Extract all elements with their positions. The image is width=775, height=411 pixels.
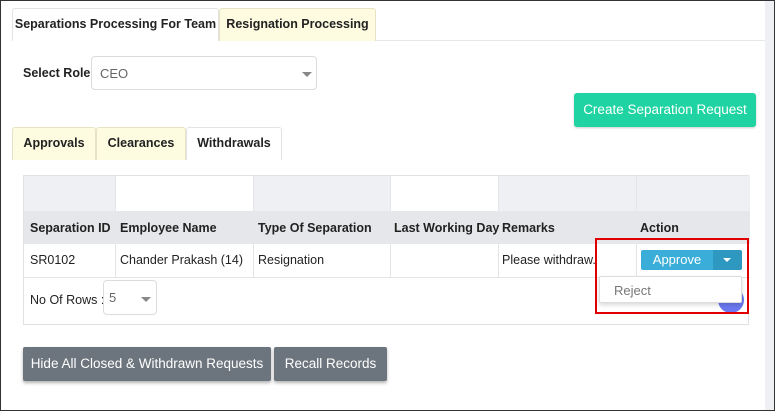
filter-cell[interactable] [253,176,390,211]
employee-name: Chander Prakash (14) [120,253,243,267]
table-row: SR0102 Chander Prakash (14) Resignation … [24,244,750,278]
filter-cell[interactable] [115,176,253,211]
select-role-label: Select Role [23,66,91,80]
hide-closed-withdrawn-button[interactable]: Hide All Closed & Withdrawn Requests [23,347,271,381]
column-header[interactable]: Separation ID [30,221,111,235]
separation-type: Resignation [258,253,325,267]
reject-menu-item[interactable]: Reject [614,283,651,298]
column-header[interactable]: Last Working Day [394,221,500,235]
scrollbar-track[interactable] [765,1,774,410]
remarks: Please withdraw. [502,253,596,267]
rows-per-page-label: No Of Rows : [30,293,105,307]
tab-separations-processing[interactable]: Separations Processing For Team [12,8,219,41]
column-header[interactable]: Employee Name [120,221,217,235]
column-header[interactable]: Type Of Separation [258,221,372,235]
recall-records-button[interactable]: Recall Records [274,347,387,381]
chevron-down-icon [302,72,312,77]
rows-per-page-value: 5 [109,290,117,305]
caret-down-icon [723,258,731,262]
create-separation-request-button[interactable]: Create Separation Request [574,93,756,127]
tab-approvals[interactable]: Approvals [12,127,96,160]
tab-resignation-processing[interactable]: Resignation Processing [219,8,376,41]
separations-table: Separation ID Employee Name Type Of Sepa… [23,175,750,325]
action-dropdown-toggle[interactable] [713,250,742,270]
filter-cell[interactable] [390,176,498,211]
approve-button[interactable]: Approve [641,250,713,270]
role-select-value: CEO [100,66,129,81]
action-dropdown-menu: Reject [599,276,742,303]
tab-withdrawals[interactable]: Withdrawals [186,127,282,160]
rows-per-page-select[interactable]: 5 [103,280,157,315]
column-header: Action [640,221,679,235]
role-select[interactable]: CEO [91,56,317,90]
tab-clearances[interactable]: Clearances [96,127,186,160]
chevron-down-icon [141,297,151,302]
filter-cell[interactable] [636,176,750,211]
separation-id: SR0102 [30,253,76,267]
column-header[interactable]: Remarks [502,221,555,235]
filter-cell[interactable] [498,176,636,211]
filter-cell[interactable] [24,176,115,211]
highlight-box [595,238,749,314]
